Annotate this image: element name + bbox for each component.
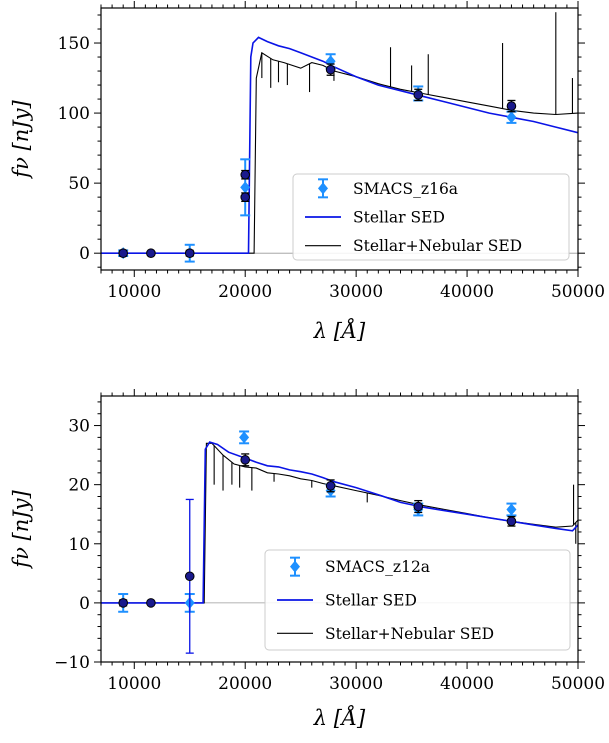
legend-label: Stellar SED (325, 592, 417, 610)
stellar-sed-line (101, 441, 578, 604)
legend-entry: Stellar SED (277, 592, 417, 610)
model-point (118, 248, 128, 258)
model-point (325, 63, 336, 76)
legend-label: SMACS_z12a (325, 558, 430, 576)
x-axis-label: λ [Å] (313, 705, 366, 730)
x-tick-label: 50000 (551, 282, 605, 302)
y-tick-label: 50 (68, 174, 90, 194)
y-tick-label: 100 (58, 104, 90, 124)
x-tick-label: 40000 (440, 282, 494, 302)
x-tick-label: 40000 (440, 674, 494, 694)
photometry-point (506, 110, 517, 124)
model-point (240, 169, 251, 180)
x-tick-label: 30000 (329, 282, 383, 302)
legend-entry: Stellar SED (305, 209, 445, 227)
plot-area (101, 430, 578, 654)
axes-frame (100, 7, 579, 271)
x-tick-label: 10000 (107, 674, 161, 694)
photometry-point (240, 158, 251, 217)
model-point (325, 479, 336, 493)
model-point (413, 499, 424, 514)
legend: SMACS_z12a Stellar SED Stellar+Nebular SED (264, 549, 571, 651)
legend-label: SMACS_z16a (353, 180, 458, 198)
model-point (506, 515, 517, 527)
x-tick-label: 20000 (218, 674, 272, 694)
legend-label: Stellar+Nebular SED (353, 237, 522, 255)
legend-label: Stellar+Nebular SED (325, 625, 494, 643)
y-axis-label: fν [nJy] (9, 99, 33, 179)
x-axis-label: λ [Å] (313, 318, 366, 343)
y-tick-label: 150 (58, 34, 90, 54)
x-tick-label: 30000 (329, 674, 383, 694)
model-point (506, 99, 517, 113)
axes-frame (100, 395, 579, 663)
model-point (146, 598, 156, 608)
top-panel: 10000 20000 30000 40000 50000 0 50 100 150 λ [Å] f… (9, 1, 605, 343)
y-axis-label: fν [nJy] (9, 489, 33, 569)
y-tick-label: 10 (68, 535, 90, 555)
y-tick-label: 0 (79, 594, 90, 614)
bottom-panel: 10000 20000 30000 40000 50000 −10 0 10 20 30 λ [Å]… (9, 389, 605, 730)
photometry-point (506, 502, 517, 517)
legend-entry: Stellar+Nebular SED (277, 625, 494, 643)
model-point (184, 248, 195, 258)
model-point (240, 453, 251, 467)
y-tick-label: 30 (68, 417, 90, 437)
plot-area (101, 12, 578, 263)
x-tick-label: 20000 (218, 282, 272, 302)
legend-label: Stellar SED (353, 209, 445, 227)
legend: SMACS_z16a Stellar SED Stellar+Nebular SED (292, 173, 570, 261)
model-point (413, 88, 424, 102)
y-tick-label: −10 (54, 653, 90, 673)
model-point (118, 598, 128, 608)
y-tick-label: 20 (68, 476, 90, 496)
legend-entry: SMACS_z12a (290, 556, 430, 577)
y-tick-label: 0 (79, 244, 90, 264)
x-tick-label: 10000 (107, 282, 161, 302)
legend-entry: SMACS_z16a (318, 178, 458, 199)
photometry-point (239, 430, 250, 445)
x-tick-label: 50000 (551, 674, 605, 694)
model-point (240, 192, 251, 202)
legend-entry: Stellar+Nebular SED (305, 237, 522, 255)
model-point (146, 248, 156, 258)
model-point (184, 498, 195, 654)
